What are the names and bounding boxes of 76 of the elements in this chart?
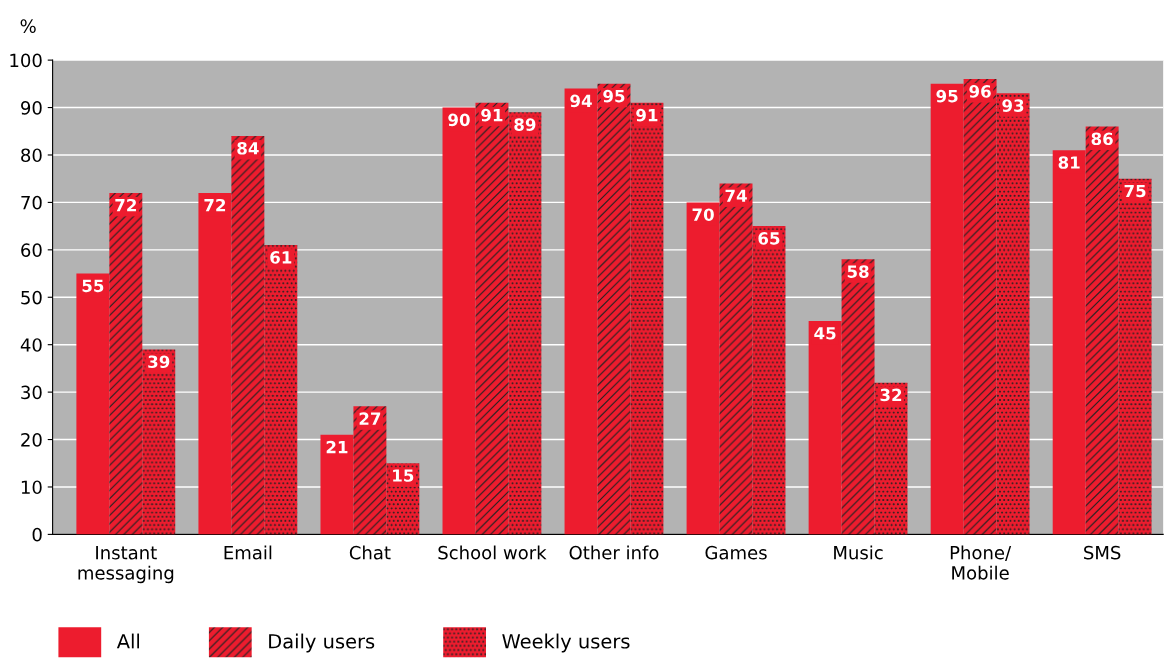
x-tick-label: Instant messaging (78, 546, 174, 584)
y-tick-label: 0 (32, 527, 42, 542)
data-label: 94 (570, 94, 592, 108)
data-label: 91 (481, 108, 503, 122)
data-label: 45 (814, 327, 836, 340)
data-label: 70 (692, 208, 714, 221)
data-label: 84 (237, 141, 259, 155)
bar (874, 382, 908, 535)
x-tick-label: Chat (349, 545, 391, 560)
x-tick-label: Games (705, 545, 767, 560)
data-label: 58 (847, 265, 869, 278)
data-label: 96 (969, 85, 991, 98)
data-label: 72 (115, 198, 136, 212)
bar (996, 93, 1030, 535)
bar (76, 273, 110, 535)
bar (630, 102, 664, 535)
bar (142, 349, 176, 535)
legend-label: Weekly users (502, 633, 630, 653)
data-label: 39 (148, 355, 170, 369)
bar (198, 192, 232, 535)
bar (930, 83, 964, 535)
x-tick-label: Phone/ Mobile (950, 545, 1012, 580)
bar (597, 83, 631, 535)
y-tick-label: 70 (21, 195, 42, 210)
y-tick-label: 100 (10, 53, 42, 68)
data-label: 91 (636, 108, 658, 122)
y-axis-title: % (20, 19, 36, 33)
legend-label: All (116, 633, 140, 649)
y-tick-label: 10 (21, 480, 42, 495)
y-tick-label: 80 (21, 148, 42, 163)
bar (963, 79, 997, 535)
bar (1052, 150, 1086, 535)
legend-label: Daily users (269, 633, 375, 653)
data-label: 27 (359, 412, 381, 425)
bar (719, 183, 753, 535)
bar (353, 406, 387, 535)
data-label: 32 (880, 388, 902, 402)
y-tick-label: 60 (21, 243, 42, 257)
data-label: 95 (603, 89, 625, 103)
bar (1085, 126, 1119, 535)
x-tick-label: SMS (1084, 545, 1121, 560)
data-label: 81 (1058, 156, 1080, 169)
data-label: 72 (204, 198, 226, 212)
bar (442, 107, 476, 535)
y-tick-label: 40 (20, 338, 42, 352)
data-label: 95 (936, 89, 958, 103)
x-tick-label: School work (438, 545, 547, 560)
bar (508, 112, 542, 535)
bar (264, 245, 298, 535)
data-label: 93 (1002, 99, 1024, 112)
data-label: 74 (725, 189, 747, 202)
bar (564, 88, 598, 535)
data-label: 21 (326, 440, 348, 454)
data-label: 15 (393, 469, 414, 482)
x-tick-label: Music (834, 545, 883, 560)
y-tick-label: 90 (21, 101, 42, 115)
x-tick-label: Other info (569, 545, 659, 560)
bar (841, 259, 875, 535)
y-tick-label: 20 (21, 433, 42, 447)
bar (231, 136, 265, 535)
data-label: 90 (448, 113, 470, 127)
x-tick-label: Email (224, 545, 272, 560)
data-label: 55 (82, 279, 104, 293)
data-label: 75 (1124, 184, 1146, 198)
bar (475, 102, 509, 535)
y-tick-label: 50 (21, 290, 42, 305)
data-label: 65 (758, 232, 780, 245)
y-tick-label: 30 (21, 385, 42, 400)
bar (1118, 178, 1152, 535)
data-label: 86 (1091, 132, 1113, 146)
bar (752, 226, 786, 535)
data-label: 61 (270, 251, 292, 264)
bar (808, 320, 842, 535)
bar (686, 202, 720, 535)
bar (109, 192, 143, 535)
data-label: 89 (514, 118, 536, 131)
